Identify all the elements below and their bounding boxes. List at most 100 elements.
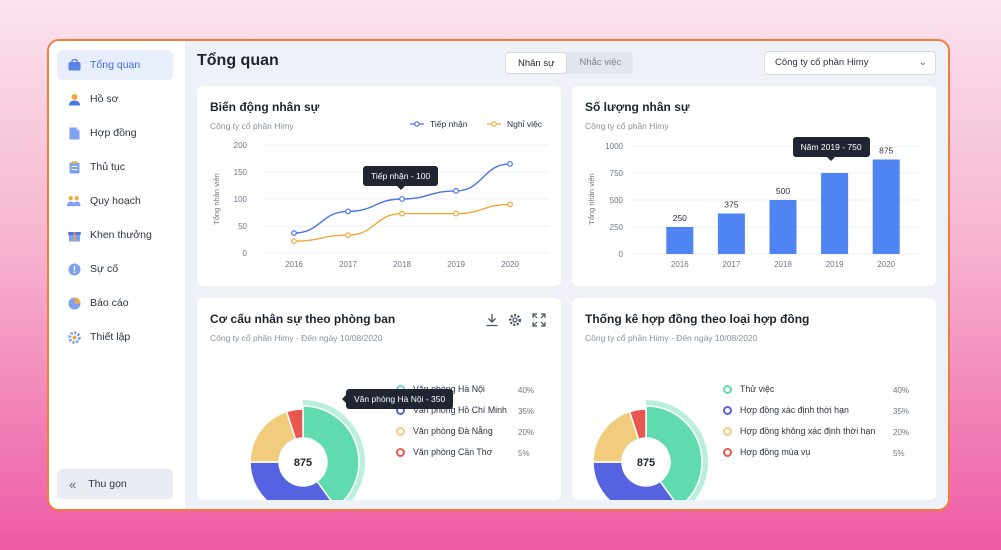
- sidebar-item-procedures[interactable]: Thủ tục: [57, 152, 173, 182]
- report-icon: [67, 296, 81, 310]
- data-point: [507, 201, 513, 208]
- dashboard-icon: [67, 58, 81, 72]
- tab-reminders[interactable]: Nhắc việc: [579, 57, 622, 68]
- sidebar-item-label: Tổng quan: [90, 59, 141, 71]
- gear-icon[interactable]: [508, 313, 522, 327]
- donut-slice: [285, 408, 304, 441]
- legend-item: Hợp đồng xác định thời hạn: [723, 405, 849, 415]
- x-tick-label: 2020: [501, 260, 519, 269]
- donut-slice: [302, 405, 360, 500]
- donut-slice: [249, 461, 332, 500]
- legend-marker: [396, 426, 405, 436]
- chevron-down-icon: ⌄: [918, 57, 927, 68]
- sidebar-item-label: Báo cáo: [90, 297, 129, 309]
- donut-slice: [628, 408, 647, 441]
- collapse-sidebar-button[interactable]: « Thu gọn: [57, 469, 173, 499]
- legend-percent: 20%: [518, 428, 535, 437]
- legend-percent: 40%: [518, 386, 535, 395]
- sidebar-item-reports[interactable]: Báo cáo: [57, 288, 173, 318]
- collapse-label: Thu gọn: [88, 478, 127, 490]
- tab-staff[interactable]: Nhân sự: [505, 52, 568, 74]
- bar: [717, 213, 745, 254]
- card-title: Cơ cấu nhân sự theo phòng ban: [210, 312, 396, 326]
- legend-label: Hợp đồng mùa vụ: [740, 447, 811, 457]
- x-tick-label: 2018: [774, 260, 792, 269]
- legend-marker: [723, 426, 732, 436]
- y-tick-label: 0: [243, 249, 248, 258]
- bar: [666, 227, 694, 254]
- data-point: [399, 210, 405, 217]
- legend-percent: 35%: [518, 407, 535, 416]
- view-tabs: Nhân sự Nhắc việc: [505, 52, 634, 74]
- sidebar-item-label: Sự cố: [90, 263, 119, 275]
- sidebar-item-settings[interactable]: Thiết lập: [57, 322, 173, 352]
- legend-item: Hợp đồng không xác định thời hạn: [723, 426, 875, 436]
- sidebar-item-planning[interactable]: Quy hoạch: [57, 186, 173, 216]
- legend-item: Hợp đồng mùa vụ: [723, 447, 810, 457]
- chart-tooltip: Tiếp nhận - 100: [363, 166, 439, 190]
- card-subtitle: Công ty cổ phần Himy - Đến ngày 10/08/20…: [585, 333, 758, 343]
- data-point: [345, 232, 351, 239]
- reward-icon: [67, 228, 81, 242]
- data-point: [507, 160, 513, 167]
- sidebar-item-incidents[interactable]: Sự cố: [57, 254, 173, 284]
- y-axis-label: Tổng nhân viên: [212, 173, 221, 225]
- company-select[interactable]: Công ty cổ phần Himy ⌄: [764, 51, 936, 75]
- data-point: [453, 210, 459, 217]
- bar: [821, 173, 849, 254]
- donut-center-label: 875: [294, 457, 312, 469]
- y-tick-label: 50: [238, 222, 247, 231]
- x-tick-label: 2019: [826, 260, 844, 269]
- legend-marker: [414, 121, 420, 127]
- x-tick-label: 2017: [723, 260, 741, 269]
- contracts-donut-chart: 875: [592, 400, 709, 500]
- incident-icon: [67, 262, 81, 276]
- y-tick-label: 150: [234, 168, 248, 177]
- bar-value-label: 875: [879, 146, 893, 156]
- legend-percent: 5%: [518, 449, 530, 458]
- card-title: Thống kê hợp đồng theo loại hợp đồng: [585, 312, 810, 326]
- y-tick-label: 250: [610, 223, 624, 232]
- legend-marker: [723, 447, 732, 457]
- y-tick-label: 1000: [605, 142, 623, 151]
- legend-item: Thử việc: [723, 384, 774, 394]
- donut-center-label: 875: [637, 457, 655, 469]
- expand-icon[interactable]: [532, 313, 546, 327]
- sidebar-item-label: Khen thưởng: [90, 229, 152, 241]
- download-icon[interactable]: [485, 313, 499, 327]
- y-tick-label: 0: [619, 250, 624, 259]
- legend-marker: [491, 121, 497, 127]
- legend-label: Văn phòng Hồ Chí Minh: [413, 405, 507, 415]
- series-line-nghi-viec: [293, 203, 511, 242]
- data-point: [453, 187, 459, 194]
- department-donut-chart: 875: [249, 400, 366, 500]
- donut-slice: [592, 461, 675, 500]
- app-window: Tổng quan Hồ sơ Hợp đồng Thủ tục Quy hoạ…: [47, 39, 950, 511]
- bar: [769, 200, 797, 254]
- legend-percent: 5%: [893, 449, 905, 458]
- sidebar-item-profile[interactable]: Hồ sơ: [57, 84, 173, 114]
- sidebar-item-contracts[interactable]: Hợp đồng: [57, 118, 173, 148]
- sidebar-item-rewards[interactable]: Khen thưởng: [57, 220, 173, 250]
- x-tick-label: 2019: [447, 260, 465, 269]
- y-tick-label: 200: [234, 141, 248, 150]
- x-tick-label: 2018: [393, 260, 411, 269]
- sidebar-item-label: Thiết lập: [90, 331, 131, 343]
- settings-icon: [67, 330, 81, 344]
- sidebar: Tổng quan Hồ sơ Hợp đồng Thủ tục Quy hoạ…: [49, 41, 185, 509]
- headcount-bar-chart: 0 250 500 750 1000 Tổng nhân viên 2016 250 2017 3…: [587, 142, 922, 269]
- legend-marker: [396, 447, 405, 457]
- card-title: Số lượng nhân sự: [585, 100, 690, 114]
- legend-label: Hợp đồng xác định thời hạn: [740, 405, 849, 415]
- contracts-card: Thống kê hợp đồng theo loại hợp đồng Côn…: [572, 298, 936, 500]
- card-subtitle: Công ty cổ phần Himy: [585, 121, 669, 131]
- legend-label: Nghỉ việc: [507, 119, 543, 129]
- planning-icon: [67, 194, 81, 208]
- department-card: Cơ cấu nhân sự theo phòng ban Công ty cổ…: [197, 298, 561, 500]
- y-tick-label: 100: [234, 195, 248, 204]
- turnover-line-chart: 0 50 100 150 200 2016 2017 2018 2019 2020 Tổng nhâ…: [212, 119, 549, 269]
- legend-label: Hợp đồng không xác định thời hạn: [740, 426, 876, 436]
- turnover-card: Biến động nhân sự Công ty cổ phần Himy 0…: [197, 86, 561, 286]
- legend-label: Thử việc: [740, 384, 775, 394]
- sidebar-item-overview[interactable]: Tổng quan: [57, 50, 173, 80]
